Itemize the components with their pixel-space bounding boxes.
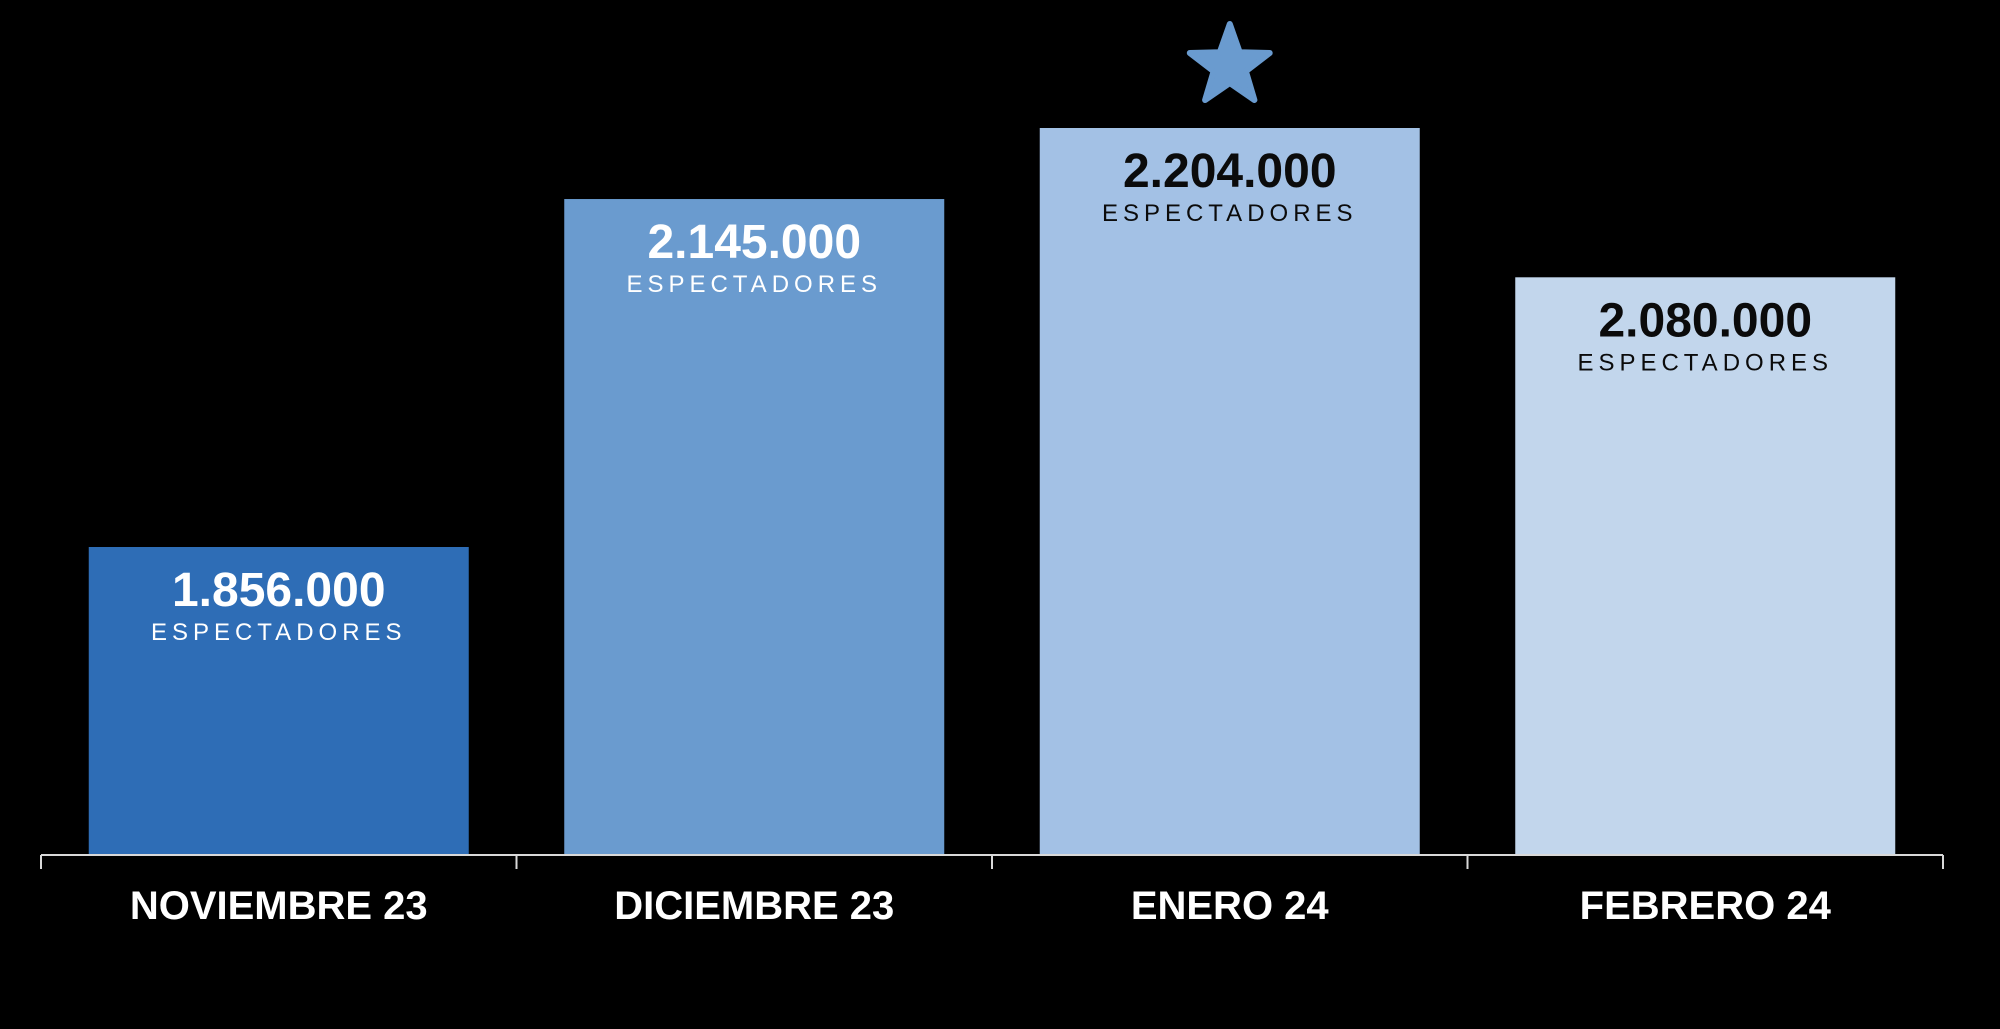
bar-unit-label: ESPECTADORES	[626, 271, 882, 298]
bar-4	[1515, 277, 1896, 856]
bar-2	[564, 199, 945, 855]
bar-value-label: 1.856.000	[172, 564, 386, 617]
category-label: NOVIEMBRE 23	[130, 884, 428, 928]
bars-layer	[88, 128, 1896, 856]
category-label: FEBRERO 24	[1580, 884, 1832, 928]
x-axis	[40, 854, 1944, 869]
bar-3	[1039, 128, 1420, 855]
category-labels: NOVIEMBRE 23 DICIEMBRE 23 ENERO 24 FEBRERO …	[130, 884, 1832, 928]
bar-value-label: 2.080.000	[1598, 294, 1812, 347]
labels-layer: 1.856.000ESPECTADORES2.145.000ESPECTADOR…	[151, 145, 1833, 646]
category-label: ENERO 24	[1131, 884, 1330, 928]
category-label: DICIEMBRE 23	[614, 884, 894, 928]
bar-value-label: 2.145.000	[647, 216, 861, 269]
bar-unit-label: ESPECTADORES	[1102, 200, 1358, 227]
star-icon	[1186, 21, 1273, 103]
bar-unit-label: ESPECTADORES	[151, 619, 407, 646]
bar-value-label: 2.204.000	[1123, 145, 1337, 198]
icon-layer	[1186, 21, 1273, 103]
bar-1	[88, 547, 469, 855]
bar-unit-label: ESPECTADORES	[1577, 349, 1833, 376]
